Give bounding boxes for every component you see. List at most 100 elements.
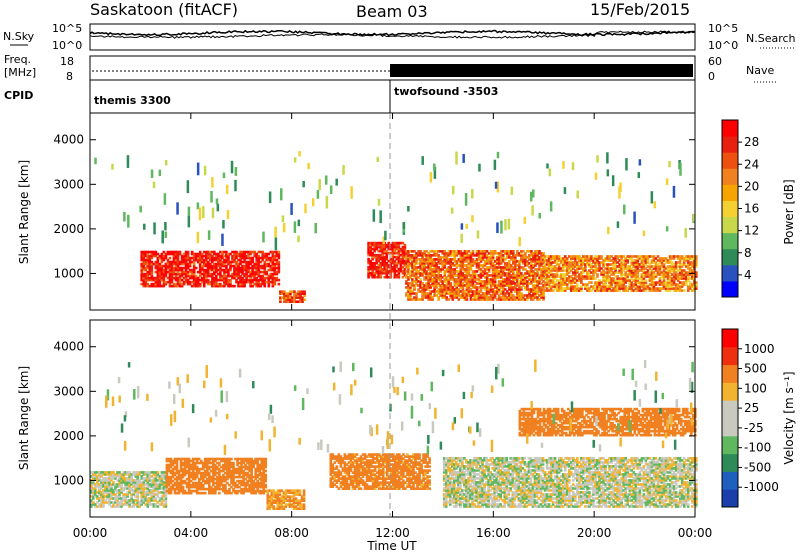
echo-cell xyxy=(106,473,109,476)
echo-cell xyxy=(636,255,640,258)
echo-cell xyxy=(620,287,623,290)
echo-cell xyxy=(198,266,202,270)
echo-cell xyxy=(371,261,374,265)
echo-cell xyxy=(140,501,144,504)
echo-cell xyxy=(542,272,545,275)
echo-cell xyxy=(507,278,511,281)
echo-cell xyxy=(144,473,148,476)
echo-cell xyxy=(126,491,129,494)
echo-cell xyxy=(405,274,408,277)
echo-cell xyxy=(660,281,664,284)
echo-cell xyxy=(173,477,177,481)
echo-cell xyxy=(168,270,172,274)
echo-cell xyxy=(532,296,535,299)
echo-cell xyxy=(385,253,389,257)
echo-cell xyxy=(672,257,676,260)
echo-cell xyxy=(118,493,121,496)
echo-cell xyxy=(553,277,557,280)
echo-cell xyxy=(451,296,455,299)
echo-cell xyxy=(522,278,525,281)
echo-cell xyxy=(150,169,154,178)
echo-cell xyxy=(668,285,672,288)
echo-cell xyxy=(469,280,473,283)
echo-cell xyxy=(481,294,485,297)
echo-cell xyxy=(571,279,575,282)
echo-cell xyxy=(505,256,509,259)
echo-cell xyxy=(267,268,271,272)
echo-cell xyxy=(223,258,226,262)
echo-cell xyxy=(662,257,666,260)
echo-cell xyxy=(534,284,537,287)
echo-cell xyxy=(638,159,642,166)
echo-cell xyxy=(461,260,465,263)
echo-cell xyxy=(230,457,233,461)
echo-cell xyxy=(491,274,495,277)
echo-cell xyxy=(692,214,696,222)
echo-cell xyxy=(670,257,674,260)
echo-cell xyxy=(213,272,216,276)
echo-cell xyxy=(186,270,190,274)
echo-cell xyxy=(574,273,577,276)
echo-cell xyxy=(221,254,224,258)
echo-cell xyxy=(520,256,523,259)
echo-cell xyxy=(511,260,515,263)
echo-cell xyxy=(622,281,626,284)
echo-cell xyxy=(485,282,489,285)
echo-cell xyxy=(156,266,160,270)
echo-cell xyxy=(545,269,549,272)
echo-cell xyxy=(680,265,684,268)
echo-cell xyxy=(179,485,183,489)
echo-cell xyxy=(507,250,511,253)
echo-cell xyxy=(686,267,690,270)
echo-cell xyxy=(423,292,426,295)
echo-cell xyxy=(196,162,200,176)
cpid-program-2: twofsound -3503 xyxy=(394,85,498,98)
echo-cell xyxy=(622,269,626,272)
echo-cell xyxy=(524,286,527,289)
echo-cell xyxy=(393,241,397,245)
echo-cell xyxy=(524,272,527,275)
echo-cell xyxy=(142,483,146,486)
echo-cell xyxy=(483,270,487,273)
echo-cell xyxy=(576,279,579,282)
echo-cell xyxy=(449,262,453,265)
echo-cell xyxy=(666,277,670,280)
echo-cell xyxy=(447,274,451,277)
echo-cell xyxy=(178,268,182,272)
echo-cell xyxy=(169,471,173,475)
echo-cell xyxy=(90,499,93,502)
echo-cell xyxy=(489,254,493,257)
echo-cell xyxy=(509,292,513,295)
echo-cell xyxy=(433,250,436,253)
echo-cell xyxy=(656,265,660,268)
echo-cell xyxy=(257,250,260,254)
echo-cell xyxy=(479,272,483,275)
echo-cell xyxy=(626,273,630,276)
echo-cell xyxy=(574,287,577,290)
echo-cell xyxy=(190,268,194,272)
echo-cell xyxy=(90,495,93,498)
echo-cell xyxy=(175,461,179,465)
echo-cell xyxy=(142,499,146,502)
echo-cell xyxy=(540,268,543,271)
echo-cell xyxy=(616,257,619,260)
echo-cell xyxy=(620,277,623,280)
echo-cell xyxy=(532,274,535,277)
echo-cell xyxy=(522,296,525,299)
echo-cell xyxy=(267,274,271,278)
echo-cell xyxy=(383,247,387,251)
echo-cell xyxy=(449,258,453,261)
echo-cell xyxy=(612,263,615,266)
echo-cell xyxy=(160,272,164,276)
echo-cell xyxy=(650,273,654,276)
echo-cell xyxy=(144,499,148,502)
echo-cell xyxy=(511,254,515,257)
echo-cell xyxy=(616,271,619,274)
echo-cell xyxy=(618,281,621,284)
echo-cell xyxy=(290,202,293,215)
echo-cell xyxy=(650,283,654,286)
echo-cell xyxy=(666,259,670,262)
echo-cell xyxy=(405,294,408,297)
echo-cell xyxy=(169,477,173,481)
